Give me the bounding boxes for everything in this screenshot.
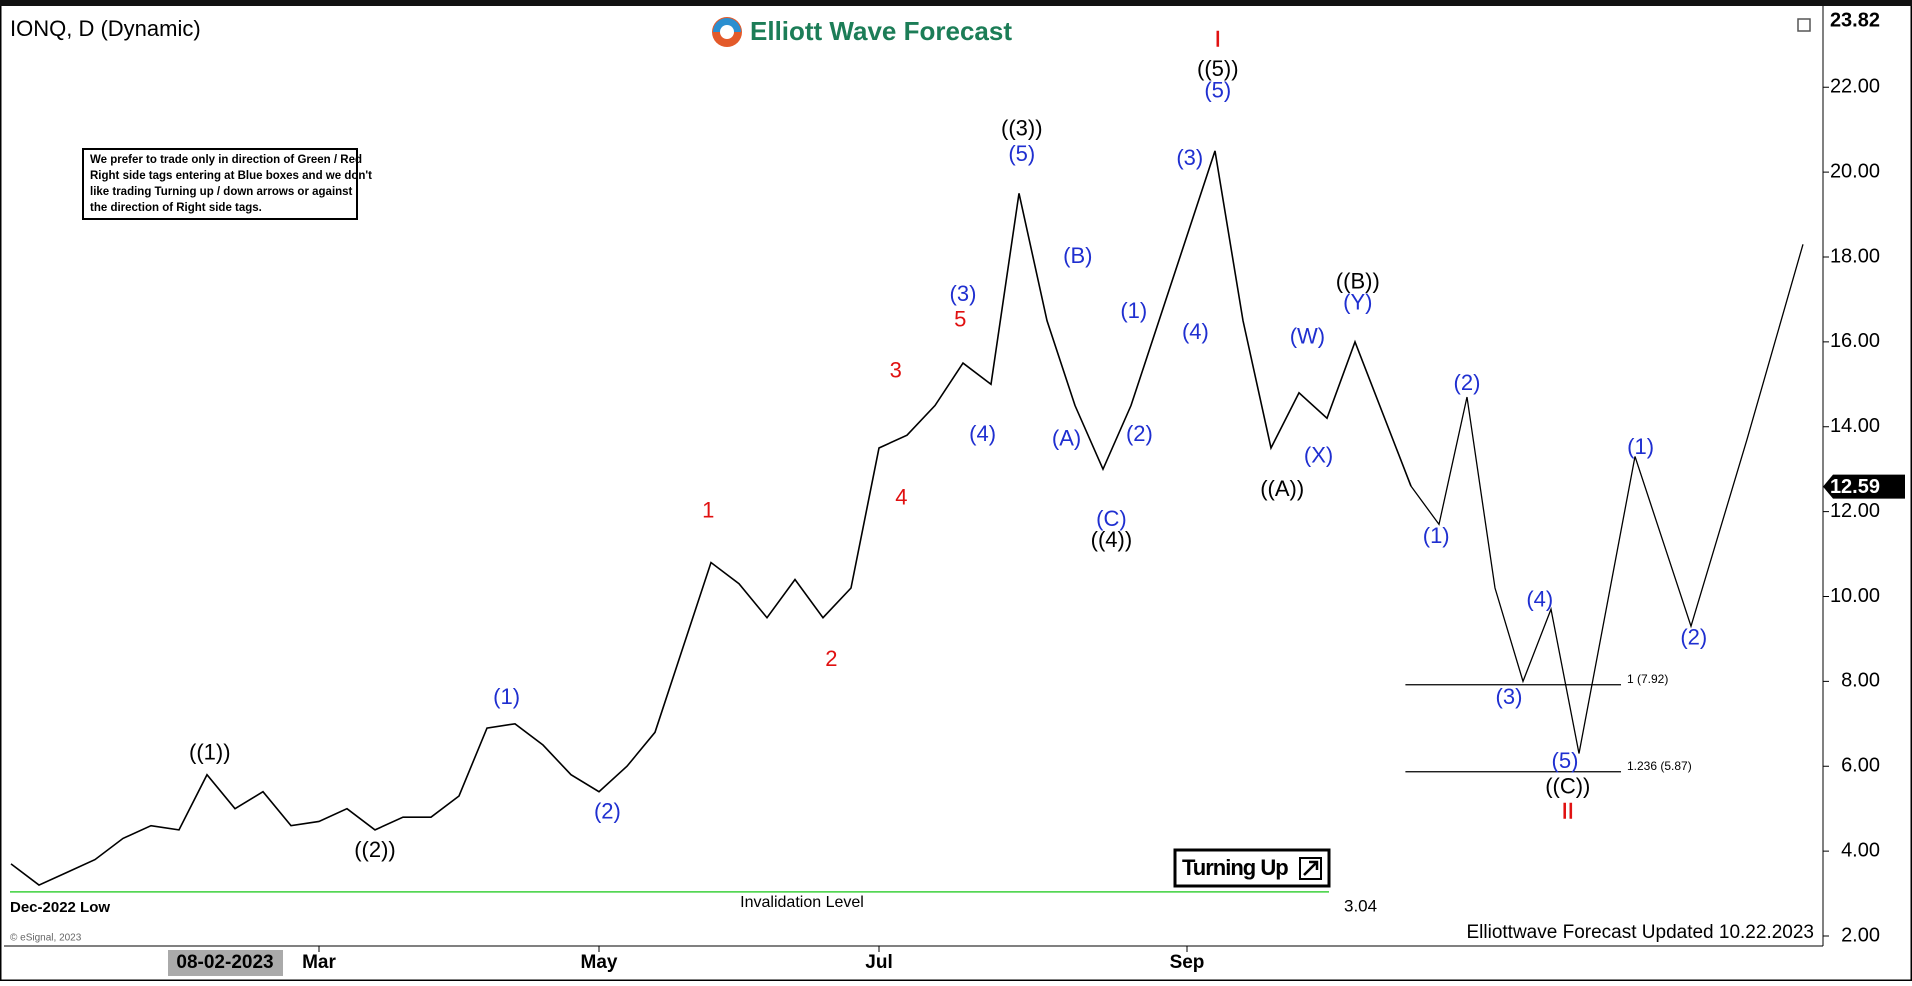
y-tick-label: 12.00 — [1830, 500, 1880, 522]
wave-label: (1) — [1120, 298, 1147, 323]
wave-label: (4) — [1526, 587, 1553, 612]
y-tick-label: 18.00 — [1830, 245, 1880, 267]
logo: Elliott Wave Forecast — [712, 16, 1012, 47]
wave-label: ((B)) — [1336, 268, 1380, 293]
wave-label: (Y) — [1343, 289, 1372, 314]
price-line — [10, 150, 1412, 886]
wave-label: ((4)) — [1091, 527, 1133, 552]
x-tick-label: Mar — [302, 952, 336, 973]
note-line: Right side tags entering at Blue boxes a… — [90, 170, 372, 182]
y-tick-label: 20.00 — [1830, 160, 1880, 182]
top-bar — [0, 0, 1912, 6]
fib-label: 1 (7.92) — [1627, 672, 1668, 686]
wave-label: (3) — [1176, 145, 1203, 170]
wave-label: (4) — [969, 421, 996, 446]
y-tick-label: 6.00 — [1841, 755, 1880, 777]
wave-label: 5 — [954, 306, 966, 331]
y-tick-label: 2.00 — [1841, 924, 1880, 946]
wave-label: (5) — [1008, 141, 1035, 166]
y-tick-label: 10.00 — [1830, 585, 1880, 607]
x-tick-label: May — [581, 952, 618, 973]
fib-label: 1.236 (5.87) — [1627, 759, 1692, 773]
wave-label: 2 — [825, 646, 837, 671]
x-tick-label: Sep — [1170, 952, 1205, 973]
wave-label: II — [1562, 799, 1574, 824]
wave-label: (2) — [1680, 625, 1707, 650]
wave-label: (1) — [1423, 523, 1450, 548]
signal-badge: Turning Up — [1173, 848, 1331, 888]
wave-label: ((1)) — [189, 739, 231, 764]
last-price-badge — [1823, 474, 1905, 499]
y-tick-label: 8.00 — [1841, 670, 1880, 692]
last-price-label: 12.59 — [1830, 476, 1880, 498]
wave-label: (W) — [1290, 323, 1325, 348]
note-line: We prefer to trade only in direction of … — [90, 154, 362, 166]
copyright: © eSignal, 2023 — [10, 933, 82, 944]
y-tick-label: 14.00 — [1830, 415, 1880, 437]
note-line: like trading Turning up / down arrows or… — [90, 186, 353, 198]
y-tick-label: 16.00 — [1830, 330, 1880, 352]
window-icon — [1797, 18, 1811, 32]
y-range-top-label: 23.82 — [1830, 9, 1880, 31]
wave-label: (C) — [1096, 506, 1127, 531]
wave-label: (3) — [1496, 684, 1523, 709]
wave-label: (1) — [493, 684, 520, 709]
wave-label: (4) — [1182, 319, 1209, 344]
invalidation-left-label: Dec-2022 Low — [10, 899, 110, 916]
logo-text: Elliott Wave Forecast — [750, 16, 1012, 46]
projection-line — [1410, 244, 1804, 754]
chart-title: IONQ, D (Dynamic) — [10, 16, 201, 41]
wave-label: 4 — [895, 485, 907, 510]
wave-label: I — [1215, 26, 1221, 51]
footer: Elliottwave Forecast Updated 10.22.2023 — [1467, 922, 1815, 943]
wave-label: (5) — [1552, 748, 1579, 773]
wave-label: (2) — [1454, 370, 1481, 395]
wave-label: 1 — [702, 497, 714, 522]
wave-label: (X) — [1304, 442, 1333, 467]
cursor-date-box — [168, 950, 283, 976]
wave-label: 3 — [890, 357, 902, 382]
note-line: the direction of Right side tags. — [90, 202, 262, 214]
logo-icon-core — [720, 25, 734, 39]
wave-label: (B) — [1063, 243, 1092, 268]
signal-arrow — [1303, 860, 1319, 876]
wave-label: (1) — [1627, 434, 1654, 459]
wave-label: ((A)) — [1260, 476, 1304, 501]
wave-label: ((C)) — [1545, 773, 1590, 798]
cursor-date: 08-02-2023 — [176, 952, 273, 973]
y-tick-label: 22.00 — [1830, 76, 1880, 98]
note-box — [82, 148, 358, 220]
wave-label: ((3)) — [1001, 115, 1043, 140]
x-tick-label: Jul — [865, 952, 892, 973]
wave-label: (A) — [1052, 425, 1081, 450]
invalidation-value: 3.04 — [1344, 896, 1377, 915]
invalidation-label: Invalidation Level — [740, 894, 864, 911]
wave-label: (2) — [594, 799, 621, 824]
wave-label: (5) — [1204, 77, 1231, 102]
wave-label: (3) — [950, 281, 977, 306]
wave-label: (2) — [1126, 421, 1153, 446]
y-tick-label: 4.00 — [1841, 839, 1880, 861]
wave-label: ((5)) — [1197, 56, 1239, 81]
signal-text: Turning Up — [1182, 855, 1288, 880]
signal-icon — [1299, 857, 1322, 880]
wave-label: ((2)) — [354, 837, 396, 862]
